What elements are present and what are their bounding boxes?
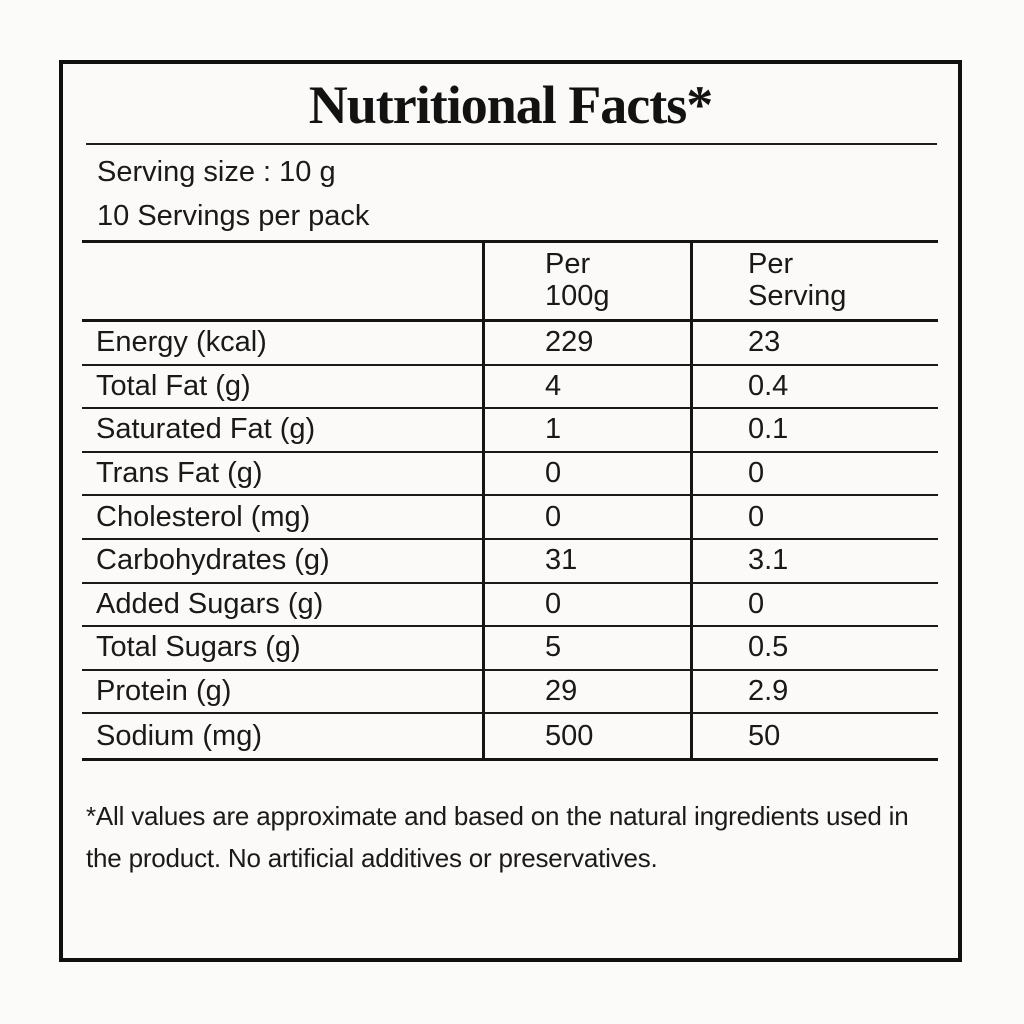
col-header-per-100g: Per 100g bbox=[482, 243, 690, 322]
col-header-per-serving-label: Per Serving bbox=[748, 248, 847, 312]
per-serving-value-cell: 50 bbox=[690, 714, 938, 758]
per-100g-value-cell: 5 bbox=[482, 627, 690, 671]
servings-per-pack-text: 10 Servings per pack bbox=[97, 200, 370, 232]
per-serving-value-cell: 0 bbox=[690, 496, 938, 540]
nutrient-name-cell: Total Sugars (g) bbox=[82, 627, 482, 671]
nutrition-table: Per 100g Per Serving Energy (kcal) 229 2… bbox=[82, 240, 938, 761]
nutrient-name-cell: Total Fat (g) bbox=[82, 366, 482, 410]
nutrient-name-cell: Energy (kcal) bbox=[82, 322, 482, 366]
per-serving-value-cell: 0.4 bbox=[690, 365, 938, 410]
serving-size-text: Serving size : 10 g bbox=[97, 156, 336, 188]
nutrient-name-cell: Cholesterol (mg) bbox=[82, 496, 482, 540]
title-divider bbox=[86, 143, 937, 145]
per-100g-value-cell: 29 bbox=[482, 670, 690, 715]
per-serving-value-cell: 0.5 bbox=[690, 627, 938, 671]
col-header-nutrient bbox=[82, 243, 482, 322]
per-serving-value-cell: 23 bbox=[690, 322, 938, 366]
per-100g-value-cell: 4 bbox=[482, 365, 690, 410]
per-serving-value-cell: 3.1 bbox=[690, 539, 938, 584]
col-header-per-serving: Per Serving bbox=[690, 243, 938, 322]
per-serving-value-cell: 0 bbox=[690, 452, 938, 497]
per-100g-value-cell: 0 bbox=[482, 583, 690, 628]
per-100g-value-cell: 1 bbox=[482, 409, 690, 453]
nutrient-name-cell: Sodium (mg) bbox=[96, 719, 262, 752]
nutrient-name-cell: Protein (g) bbox=[82, 671, 482, 715]
nutrient-name-cell: Carbohydrates (g) bbox=[82, 540, 482, 584]
nutrient-name-cell: Added Sugars (g) bbox=[82, 584, 482, 628]
per-serving-value-cell: 0 bbox=[690, 583, 938, 628]
per-100g-value-cell: 0 bbox=[482, 496, 690, 540]
per-100g-value-cell: 31 bbox=[482, 539, 690, 584]
col-header-per-100g-label: Per 100g bbox=[545, 248, 610, 312]
per-100g-value-cell: 500 bbox=[482, 714, 690, 758]
per-serving-value-cell: 0.1 bbox=[690, 409, 938, 453]
label-title: Nutritional Facts* bbox=[308, 75, 713, 135]
nutrient-name-cell: Saturated Fat (g) bbox=[82, 409, 482, 453]
nutrient-name-cell: Trans Fat (g) bbox=[82, 453, 482, 497]
footnote-text: *All values are approximate and based on… bbox=[86, 801, 909, 873]
nutrition-label: Nutritional Facts* Serving size : 10 g 1… bbox=[59, 60, 962, 962]
per-100g-value-cell: 229 bbox=[482, 322, 690, 366]
per-100g-value-cell: 0 bbox=[482, 452, 690, 497]
per-serving-value-cell: 2.9 bbox=[690, 670, 938, 715]
